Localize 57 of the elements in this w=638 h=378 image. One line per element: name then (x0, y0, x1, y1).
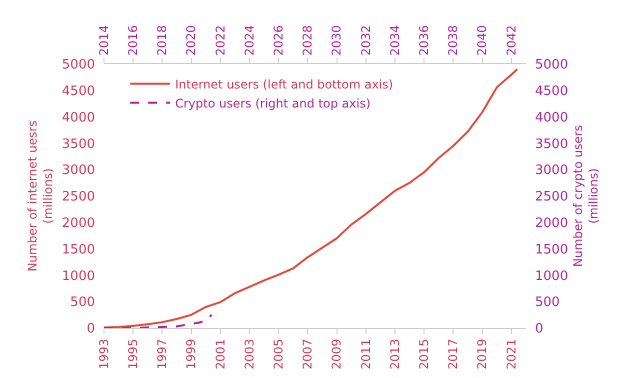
y-axis-title: Number of internet uesrs (millions) (26, 120, 56, 272)
x2-tick-label: 2028 (300, 25, 315, 56)
x-tick-label: 2021 (504, 338, 518, 370)
x2-tick-label: 2014 (96, 25, 111, 56)
y2-tick-label: 4500 (535, 84, 568, 99)
x2-tick-label: 2026 (272, 25, 286, 56)
y-tick-label: 4000 (62, 110, 95, 126)
y-tick-label: 4500 (62, 84, 95, 99)
x-tick-label: 1995 (126, 338, 140, 370)
x2-tick-label: 2038 (446, 25, 460, 56)
x-tick-label: 2001 (213, 338, 228, 370)
x-tick-label: 2009 (330, 338, 344, 370)
x2-tick-label: 2016 (126, 25, 140, 56)
line-series (104, 68, 518, 328)
y2-tick-label: 5000 (535, 58, 568, 73)
y-tick-label: 3500 (62, 136, 95, 152)
x2-tick-label: 2024 (242, 25, 256, 56)
x2-tick-label: 2022 (213, 25, 228, 56)
x2-tick-label: 2018 (155, 25, 170, 56)
y2-tick-label: 500 (535, 295, 560, 310)
x2-tick-label: 2040 (475, 25, 490, 56)
x-tick-label: 2015 (417, 338, 432, 370)
y-tick-label: 0 (86, 322, 95, 337)
y2-tick-label: 4000 (535, 110, 568, 126)
x2-tick-label: 2036 (417, 25, 432, 56)
y2-tick-label: 3000 (535, 163, 568, 178)
y-tick-label: 2500 (62, 190, 95, 205)
x-tick-label: 2005 (272, 338, 286, 370)
x-tick-label: 2007 (300, 338, 315, 370)
x-tick-label: 2013 (388, 338, 402, 370)
x-tick-label: 1997 (155, 338, 170, 370)
y-tick-label: 5000 (62, 58, 95, 73)
y-tick-label: 3000 (62, 163, 95, 178)
x-tick-label: 2011 (358, 338, 373, 370)
x2-tick-label: 2034 (388, 25, 402, 56)
x-tick-label: 1993 (96, 338, 111, 370)
y2-tick-label: 2500 (535, 190, 568, 205)
y2-axis-title: Number of crypto users (millions) (570, 125, 601, 267)
x-tick-label: 1999 (184, 338, 198, 370)
y-tick-label: 2000 (62, 216, 95, 231)
y2-tick-label: 2000 (535, 216, 568, 231)
x2-tick-label: 2020 (184, 25, 198, 56)
y2-tick-label: 1500 (535, 242, 568, 258)
legend-label: Crypto users (right and top axis) (175, 96, 371, 110)
x2-tick-label: 2042 (504, 25, 518, 56)
y2-tick-label: 1000 (535, 268, 568, 284)
legend-label: Internet users (left and bottom axis) (175, 77, 394, 92)
y2-tick-label: 3500 (535, 136, 568, 152)
y-tick-label: 1500 (62, 242, 95, 258)
y-tick-label: 1000 (62, 268, 95, 284)
x-tick-label: 2017 (446, 338, 460, 370)
y2-tick-label: 0 (535, 322, 544, 337)
x-tick-label: 2003 (242, 338, 256, 370)
y-tick-label: 500 (70, 295, 95, 310)
x2-tick-label: 2030 (330, 25, 344, 56)
x2-tick-label: 2032 (358, 25, 373, 56)
x-tick-label: 2019 (475, 338, 490, 370)
